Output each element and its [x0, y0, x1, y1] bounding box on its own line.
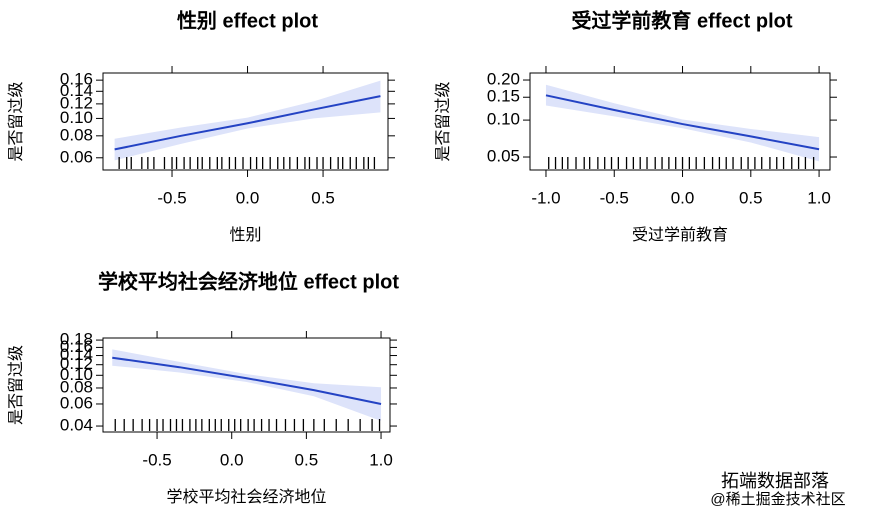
- y-tick-label: 0.18: [60, 330, 93, 349]
- x-tick-label: 0.0: [671, 188, 695, 207]
- y-tick-label: 0.10: [487, 110, 520, 129]
- y-tick-label: 0.16: [60, 70, 93, 89]
- confidence-band: [112, 349, 382, 421]
- y-tick-label: 0.08: [60, 377, 93, 396]
- x-tick-label: -0.5: [157, 188, 186, 207]
- x-tick-label: 1.0: [807, 188, 831, 207]
- y-tick-label: 0.06: [60, 147, 93, 166]
- y-tick-label: 0.14: [60, 81, 93, 100]
- panel-title: 受过学前教育 effect plot: [571, 8, 792, 32]
- x-axis-label: 学校平均社会经济地位: [166, 488, 326, 506]
- y-tick-label: 0.20: [487, 70, 520, 89]
- fit-line: [112, 356, 382, 405]
- y-tick-label: 0.06: [60, 393, 93, 412]
- x-tick-label: 0.0: [236, 188, 260, 207]
- x-axis-label: 受过学前教育: [632, 226, 728, 244]
- x-tick-label: 0.0: [220, 450, 244, 469]
- y-tick-label: 0.15: [487, 87, 520, 106]
- panel-title: 性别 effect plot: [177, 9, 318, 32]
- y-tick-label: 0.05: [487, 147, 520, 166]
- fit-line: [114, 95, 381, 151]
- confidence-band: [114, 80, 381, 161]
- y-tick-label: 0.16: [60, 337, 93, 356]
- panel-title: 学校平均社会经济地位 effect plot: [98, 269, 399, 293]
- watermark-source: @稀土掘金技术社区: [710, 491, 845, 508]
- panel-frame: [102, 72, 389, 171]
- y-tick-label: 0.12: [60, 354, 93, 373]
- x-tick-label: 0.5: [739, 188, 763, 207]
- y-tick-label: 0.08: [60, 125, 93, 144]
- y-tick-label: 0.04: [60, 416, 93, 435]
- panel-frame: [102, 337, 391, 433]
- y-tick-label: 0.10: [60, 108, 93, 127]
- y-axis-label: 是否留过级: [434, 81, 452, 161]
- y-axis-label: 是否留过级: [7, 345, 25, 425]
- y-axis-label: 是否留过级: [7, 81, 25, 161]
- panel-frame: [529, 72, 831, 171]
- y-tick-label: 0.10: [60, 365, 93, 384]
- y-tick-label: 0.12: [60, 93, 93, 112]
- y-tick-label: 0.14: [60, 345, 93, 364]
- x-tick-label: -1.0: [531, 188, 560, 207]
- x-tick-label: -0.5: [600, 188, 629, 207]
- x-axis-label: 性别: [229, 226, 261, 244]
- watermark-brand: 拓端数据部落: [721, 471, 829, 491]
- fit-line: [545, 94, 820, 151]
- x-tick-label: 1.0: [369, 450, 393, 469]
- x-tick-label: 0.5: [295, 450, 319, 469]
- x-tick-label: 0.5: [311, 188, 335, 207]
- x-tick-label: -0.5: [142, 450, 171, 469]
